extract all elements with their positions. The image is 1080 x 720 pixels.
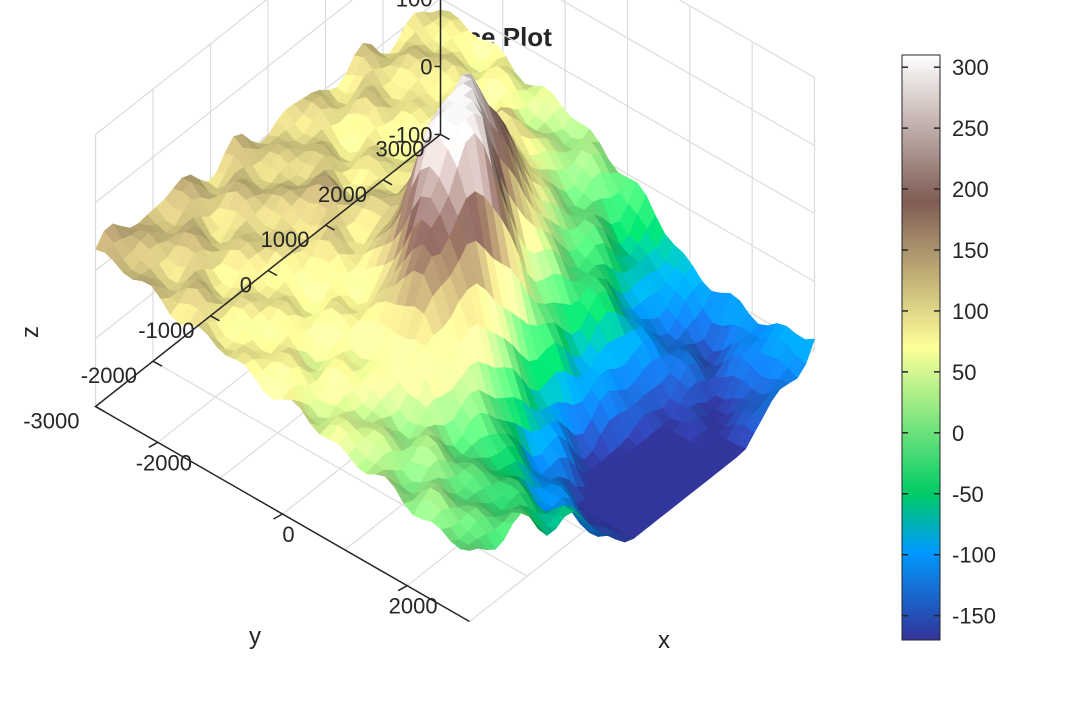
gridline: [95, 0, 815, 203]
surface-patch: [459, 544, 480, 551]
colorbar-tick-label: 0: [952, 421, 964, 446]
y-tick-mark: [267, 269, 278, 277]
y-tick-mark: [325, 224, 335, 231]
colorbar-tick-label: 50: [952, 360, 976, 385]
y-tick-label: -2000: [81, 363, 137, 388]
x-tick-mark: [273, 513, 283, 520]
x-tick-mark: [148, 441, 159, 448]
surface: [95, 9, 815, 551]
colorbar-ticks: -150 -100 -50 0 50 100 150 200 250 300: [902, 55, 996, 629]
y-tick-mark: [210, 315, 220, 322]
axis-ticks: -3000-2000-10000100020003000-200002000-1…: [23, 0, 450, 619]
colorbar-tick-label: -50: [952, 482, 984, 507]
colorbar-tick-label: 300: [952, 55, 989, 80]
z-tick-label: -100: [388, 122, 432, 147]
z-tick-label: 100: [396, 0, 433, 11]
z-axis-label: z: [17, 326, 44, 338]
y-tick-mark: [152, 360, 163, 367]
x-tick-label: 0: [282, 522, 294, 547]
z-tick-label: 0: [420, 54, 432, 79]
y-tick-label: -3000: [23, 409, 79, 434]
x-tick-label: -2000: [136, 450, 192, 475]
y-tick-label: 1000: [261, 227, 310, 252]
y-tick-label: 0: [240, 272, 252, 297]
y-tick-mark: [95, 405, 105, 413]
y-tick-mark: [382, 179, 393, 186]
x-tick-label: 2000: [389, 594, 438, 619]
gridline: [95, 0, 815, 135]
colorbar-tick-label: -100: [952, 543, 996, 568]
colorbar-tick-label: 200: [952, 177, 989, 202]
y-tick-label: -1000: [138, 318, 194, 343]
colorbar-tick-label: 100: [952, 299, 989, 324]
y-tick-mark: [440, 133, 450, 141]
y-axis-label: y: [249, 623, 261, 650]
y-tick-label: 3000: [376, 136, 425, 161]
x-axis-label: x: [658, 627, 670, 654]
y-tick-label: 2000: [318, 182, 367, 207]
x-tick-mark: [397, 585, 408, 592]
colorbar: -150 -100 -50 0 50 100 150 200 250 300: [901, 54, 996, 641]
colorbar-gradient: [901, 54, 941, 641]
colorbar-tick-label: 150: [952, 238, 989, 263]
colorbar-tick-label: 250: [952, 116, 989, 141]
colorbar-tick-label: -150: [952, 604, 996, 629]
